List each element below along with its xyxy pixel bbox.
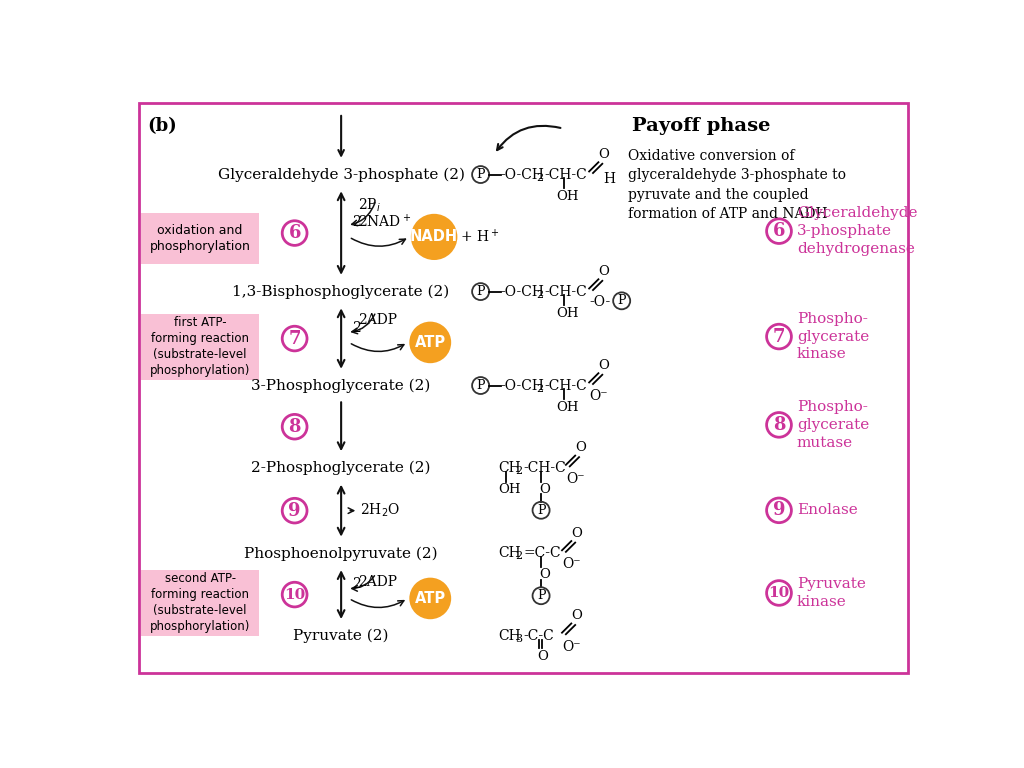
Text: O: O: [598, 265, 609, 278]
Text: O: O: [538, 650, 548, 663]
Text: Glyceraldehyde
3-phosphate
dehydrogenase: Glyceraldehyde 3-phosphate dehydrogenase: [797, 207, 918, 256]
FancyBboxPatch shape: [141, 314, 259, 380]
Text: 10: 10: [768, 586, 790, 600]
Text: O: O: [539, 482, 550, 495]
Text: -O-CH: -O-CH: [501, 167, 545, 181]
Text: Pyruvate (2): Pyruvate (2): [293, 628, 389, 643]
Text: Phospho-
glycerate
mutase: Phospho- glycerate mutase: [797, 400, 869, 450]
Text: CH: CH: [499, 546, 521, 561]
Text: (b): (b): [147, 118, 177, 135]
Text: -O-CH: -O-CH: [501, 379, 545, 392]
Text: =C-C: =C-C: [523, 546, 561, 561]
Text: ATP: ATP: [415, 591, 445, 606]
Text: Oxidative conversion of
glyceraldehyde 3-phosphate to
pyruvate and the coupled
f: Oxidative conversion of glyceraldehyde 3…: [629, 148, 847, 221]
Text: 2ADP: 2ADP: [358, 313, 397, 327]
Text: P: P: [617, 294, 626, 307]
Text: 9: 9: [289, 502, 301, 520]
Text: 6: 6: [773, 222, 785, 240]
Text: 2: 2: [352, 577, 360, 591]
Text: O: O: [571, 609, 583, 622]
Text: -CH-C: -CH-C: [544, 285, 587, 299]
Text: P: P: [537, 504, 546, 517]
Text: P: P: [476, 379, 485, 392]
Text: -CH-C: -CH-C: [544, 167, 587, 181]
Text: + H$^+$: + H$^+$: [460, 228, 499, 246]
Text: 9: 9: [773, 502, 785, 519]
Text: 3-Phosphoglycerate (2): 3-Phosphoglycerate (2): [252, 379, 431, 392]
Text: P: P: [537, 589, 546, 602]
Text: O: O: [539, 568, 550, 581]
Text: 2: 2: [537, 173, 544, 183]
Text: CH: CH: [499, 629, 521, 643]
Text: 2P$_i$: 2P$_i$: [358, 196, 381, 214]
Text: 8: 8: [773, 416, 785, 434]
Text: NADH: NADH: [410, 230, 458, 244]
Text: -C-C: -C-C: [523, 629, 554, 643]
Text: O⁻: O⁻: [566, 472, 585, 486]
Text: oxidation and
phosphorylation: oxidation and phosphorylation: [150, 224, 251, 253]
Text: P: P: [476, 168, 485, 181]
Text: Payoff phase: Payoff phase: [632, 118, 771, 135]
Text: 2: 2: [352, 215, 360, 229]
Text: first ATP-
forming reaction
(substrate-level
phosphorylation): first ATP- forming reaction (substrate-l…: [150, 316, 250, 377]
FancyBboxPatch shape: [141, 570, 259, 636]
Text: Glyceraldehyde 3-phosphate (2): Glyceraldehyde 3-phosphate (2): [218, 167, 465, 182]
Text: 2: 2: [515, 466, 522, 476]
Circle shape: [411, 214, 458, 260]
Text: O⁻: O⁻: [589, 389, 608, 403]
Text: OH: OH: [557, 190, 580, 203]
Text: second ATP-
forming reaction
(substrate-level
phosphorylation): second ATP- forming reaction (substrate-…: [150, 572, 250, 633]
Text: 7: 7: [773, 328, 785, 346]
Text: -O-: -O-: [589, 296, 610, 310]
Text: O: O: [598, 147, 609, 161]
Text: OH: OH: [499, 483, 521, 496]
Text: OH: OH: [557, 401, 580, 414]
Text: 2: 2: [537, 290, 544, 300]
Text: -CH-C: -CH-C: [523, 461, 566, 475]
Text: 2NAD$^+$: 2NAD$^+$: [358, 213, 412, 230]
Text: P: P: [476, 285, 485, 298]
Text: 6: 6: [289, 224, 301, 242]
Text: 2-Phosphoglycerate (2): 2-Phosphoglycerate (2): [251, 461, 431, 475]
Text: Phospho-
glycerate
kinase: Phospho- glycerate kinase: [797, 312, 869, 362]
Text: OH: OH: [557, 307, 580, 320]
Text: O: O: [598, 359, 609, 372]
Text: 1,3-Bisphosphoglycerate (2): 1,3-Bisphosphoglycerate (2): [232, 284, 450, 299]
Text: 3: 3: [515, 634, 522, 644]
Text: 10: 10: [284, 588, 305, 601]
Text: 2: 2: [352, 321, 360, 335]
Text: -CH-C: -CH-C: [544, 379, 587, 392]
Circle shape: [410, 322, 452, 363]
Circle shape: [410, 578, 452, 619]
Text: Pyruvate
kinase: Pyruvate kinase: [797, 577, 865, 609]
Text: 8: 8: [289, 418, 301, 435]
Text: O⁻: O⁻: [562, 640, 581, 654]
Text: ATP: ATP: [415, 335, 445, 350]
Text: 2H$_2$O: 2H$_2$O: [360, 502, 400, 519]
Text: Enolase: Enolase: [797, 503, 857, 518]
Text: 2: 2: [537, 383, 544, 394]
Text: 2ADP: 2ADP: [358, 575, 397, 589]
Text: H: H: [603, 172, 615, 186]
FancyBboxPatch shape: [141, 213, 259, 264]
FancyBboxPatch shape: [139, 103, 908, 673]
Text: Phosphoenolpyruvate (2): Phosphoenolpyruvate (2): [245, 546, 438, 561]
Text: O: O: [575, 441, 586, 454]
Text: O⁻: O⁻: [562, 558, 581, 571]
Text: -O-CH: -O-CH: [501, 285, 545, 299]
Text: CH: CH: [499, 461, 521, 475]
Text: O: O: [571, 527, 583, 540]
Text: 7: 7: [289, 329, 301, 348]
Text: 2: 2: [515, 551, 522, 561]
